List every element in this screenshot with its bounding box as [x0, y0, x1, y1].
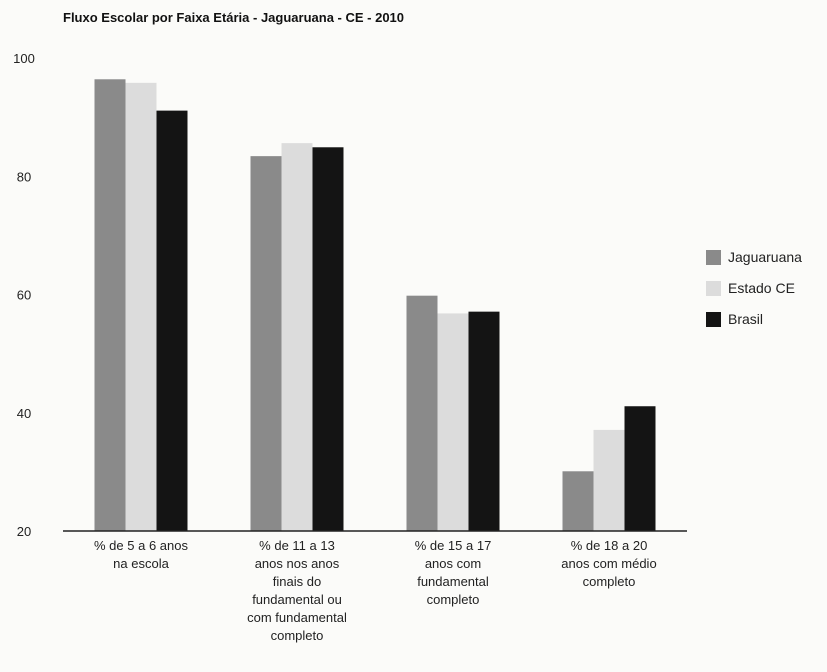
bar-brasil	[156, 110, 188, 531]
legend-label: Jaguaruana	[728, 249, 802, 265]
legend-swatch	[706, 250, 721, 265]
y-tick-label: 100	[13, 51, 35, 66]
bar-jaguaruana	[562, 471, 594, 531]
legend-swatch	[706, 281, 721, 296]
legend-label: Brasil	[728, 311, 763, 327]
bar-jaguaruana	[250, 156, 282, 531]
chart-title: Fluxo Escolar por Faixa Etária - Jaguaru…	[63, 10, 404, 25]
bar-estado-ce	[125, 82, 157, 532]
y-axis-ticks: 20 40 60 80 100	[13, 51, 35, 539]
legend-swatch	[706, 312, 721, 327]
bar-jaguaruana	[406, 295, 438, 531]
category-label: % de 5 a 6 anos na escola	[94, 538, 188, 571]
y-tick-label: 80	[17, 169, 31, 184]
y-tick-label: 60	[17, 288, 31, 303]
legend-label: Estado CE	[728, 280, 795, 296]
category-labels: % de 5 a 6 anos na escola % de 11 a 13 anos…	[94, 538, 657, 643]
bar-brasil	[624, 406, 656, 531]
bar-estado-ce	[593, 429, 625, 531]
bar-brasil	[312, 147, 344, 531]
y-tick-label: 40	[17, 406, 31, 421]
y-tick-label: 20	[17, 524, 31, 539]
bar-estado-ce	[437, 313, 469, 531]
category-label: % de 15 a 17 anos com fundamental completo	[415, 538, 492, 607]
bar-brasil	[468, 311, 500, 531]
bars	[94, 79, 656, 532]
bar-jaguaruana	[94, 79, 126, 531]
category-label: % de 18 a 20 anos com médio completo	[561, 538, 656, 589]
category-label: % de 11 a 13 anos nos anos finais do fundam…	[247, 538, 347, 643]
bar-estado-ce	[281, 143, 313, 531]
legend: Jaguaruana Estado CE Brasil	[706, 249, 802, 327]
